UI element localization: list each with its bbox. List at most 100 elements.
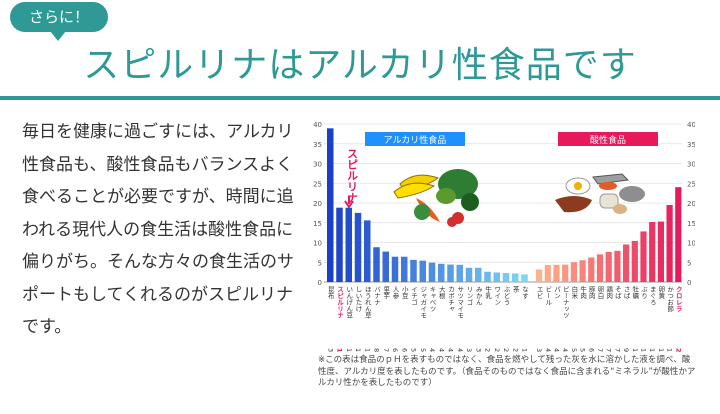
alkaline-header-bg xyxy=(365,132,465,146)
acid-bar-value: 4.35 xyxy=(553,348,561,352)
y-tick-right: 15 xyxy=(687,220,695,228)
alkaline-bar-value: 5.6 xyxy=(410,348,418,352)
alkaline-bar-name: ジャガイモ xyxy=(419,286,427,319)
acid-bar-value: 5.5 xyxy=(579,348,587,352)
acid-bar-name: 卵黄 xyxy=(657,285,665,301)
y-tick-right: 10 xyxy=(687,240,695,248)
chart: 0 0 5 5 10 10 15 15 20 20 25 25 30 30 35 35 40 40 アルカリ性食品… xyxy=(310,112,695,402)
acid-bar-value: 7.9 xyxy=(613,348,621,352)
alkaline-bar-value: 8.8 xyxy=(373,348,381,352)
acid-bar-value: 4.4 xyxy=(561,348,569,352)
alkaline-bar xyxy=(438,263,445,282)
acid-bar xyxy=(605,251,612,282)
y-tick-left: 25 xyxy=(313,180,322,188)
acid-bar xyxy=(640,231,647,282)
acid-bar-value: 19.5 xyxy=(666,348,674,352)
acid-bar-name: ピーナッツ xyxy=(561,286,569,319)
divider xyxy=(0,96,720,100)
alkaline-bar-name: イチゴ xyxy=(410,286,418,306)
alkaline-bar-value: 18.8 xyxy=(345,348,353,352)
alkaline-bar-name: ほうれん草 xyxy=(363,286,371,320)
alkaline-bar-value: 17.5 xyxy=(354,348,362,352)
alkaline-bar-name: リンゴ xyxy=(465,286,473,306)
vegetables-illustration xyxy=(393,169,479,227)
alkaline-bar xyxy=(401,256,408,282)
acid-bar-name: ビール xyxy=(544,286,552,306)
alkaline-bar xyxy=(391,256,399,282)
alkaline-bar-name: 里芋 xyxy=(382,286,390,300)
acid-bar-value: 6.2 xyxy=(587,348,595,352)
y-tick-right: 0 xyxy=(687,279,691,287)
alkaline-bar xyxy=(512,273,519,282)
alkaline-bar xyxy=(484,271,491,282)
alkaline-bar xyxy=(345,207,352,282)
acid-bar-value: 4.3 xyxy=(544,348,552,352)
alkaline-bar-name: しいたけ xyxy=(354,286,362,313)
footnote: ※この表は食品のｐＨを表すものではなく、食品を燃やして残った灰を水に溶かした液を… xyxy=(318,355,696,388)
acid-bar xyxy=(675,187,682,282)
acid-bar-value: 24 xyxy=(674,348,682,352)
spirulina-annotation: スピルリナ xyxy=(344,148,359,209)
acid-bar-name: エビ xyxy=(535,286,543,299)
acid-bar-name: 豚肉 xyxy=(587,286,595,300)
alkaline-bar-name: ワイン xyxy=(493,286,501,306)
acid-bar xyxy=(631,240,638,282)
acid-bar xyxy=(614,250,621,282)
acid-bar-value: 10.4 xyxy=(631,348,639,352)
alkaline-bar-value: 4.35 xyxy=(456,348,464,352)
acid-bar-value: 5.0 xyxy=(570,348,578,352)
acid-bar-name: まぐろ xyxy=(648,286,656,307)
acid-bar-name: かつお節 xyxy=(666,286,674,314)
alkaline-bar-value: 4.6 xyxy=(437,348,445,352)
alkaline-bar-name: 大根 xyxy=(437,285,445,301)
alkaline-bar xyxy=(447,264,454,282)
intro-text: 毎日を健康に過ごすには、アルカリ性食品も、酸性食品もバランスよく食べることが必要… xyxy=(22,122,294,337)
alkaline-bar-value: 3.6 xyxy=(465,348,473,352)
acid-bar xyxy=(562,264,569,282)
alkaline-bar-name: 牛乳 xyxy=(484,285,492,300)
y-tick-left: 10 xyxy=(313,240,322,248)
acid-bar-name: 牛肉 xyxy=(579,285,587,300)
alkaline-bar-value: 18.82 xyxy=(336,348,344,352)
acid-bar xyxy=(570,262,577,282)
chart-svg: 0 0 5 5 10 10 15 15 20 20 25 25 30 30 35 35 40 40 アルカリ性食品… xyxy=(310,112,695,352)
alkaline-bar-value: 2.4 xyxy=(493,348,501,352)
alkaline-bar xyxy=(327,128,334,282)
alkaline-bar-value: 2.16 xyxy=(511,348,519,352)
alkaline-bar-value: 2.25 xyxy=(502,348,510,352)
acid-header-bg xyxy=(558,132,658,146)
acid-bar xyxy=(596,254,604,282)
alkaline-bar-value: 3.6 xyxy=(474,348,482,352)
acid-bar-name: さば xyxy=(622,286,630,301)
acid-bar-name: 卵白 xyxy=(596,285,604,301)
y-tick-left: 0 xyxy=(318,279,322,287)
alkaline-bar-value: 6.4 xyxy=(400,348,408,352)
acid-bar-value: 7.0 xyxy=(596,348,604,352)
alkaline-bar-name: キャベツ xyxy=(428,286,436,312)
meat-fish-illustration xyxy=(555,173,645,214)
y-tick-left: 30 xyxy=(313,161,322,169)
acid-bar-value: 3.18 xyxy=(535,348,543,352)
alkaline-bar xyxy=(493,272,500,282)
acid-bar xyxy=(536,269,543,282)
acid-bar-value: 7.6 xyxy=(605,348,613,352)
alkaline-bar xyxy=(364,220,371,282)
alkaline-bar-value: 4.4 xyxy=(447,348,455,352)
acid-bar-name: 牡蠣 xyxy=(631,285,639,301)
alkaline-bar-value: 38.9 xyxy=(326,348,334,352)
alkaline-bar-name: 茶 xyxy=(511,285,519,293)
alkaline-bar-value: 1.93 xyxy=(521,348,529,352)
alkaline-bar xyxy=(336,207,343,282)
acid-bar xyxy=(588,257,595,282)
alkaline-bar xyxy=(475,267,482,282)
y-tick-right: 35 xyxy=(687,141,695,149)
alkaline-header: アルカリ性食品 xyxy=(384,134,447,146)
down-arrow-icon xyxy=(344,196,354,209)
acid-bar-name: 鶏肉 xyxy=(605,285,613,300)
alkaline-bar-value: 4.9 xyxy=(428,348,436,352)
acid-bar-value: 9.5 xyxy=(622,348,630,352)
acid-bar xyxy=(623,244,630,282)
alkaline-bar xyxy=(354,212,362,282)
alkaline-bar-name: ぶどう xyxy=(502,286,510,306)
y-tick-right: 30 xyxy=(687,161,695,169)
